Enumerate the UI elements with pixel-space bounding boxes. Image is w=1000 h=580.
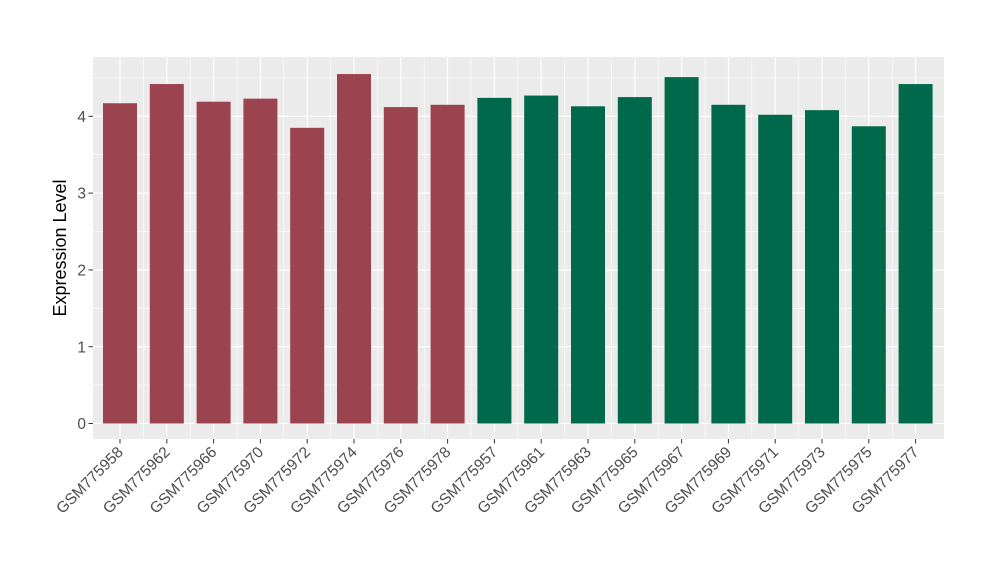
bar-GSM775970 (243, 98, 278, 424)
bar-GSM775974 (337, 74, 371, 424)
bar-GSM775977 (898, 84, 933, 424)
bar-GSM775966 (196, 101, 231, 424)
bar-GSM775969 (711, 104, 746, 424)
bar-GSM775971 (758, 114, 793, 424)
bar-GSM775961 (524, 95, 559, 424)
bar-GSM775967 (664, 77, 699, 424)
y-tick-label-1: 1 (77, 339, 86, 356)
bar-GSM775973 (805, 110, 839, 424)
plot-panel (93, 57, 944, 439)
bar-GSM775978 (430, 104, 465, 424)
y-axis-title: Expression Level (50, 179, 70, 316)
y-tick-label-0: 0 (77, 416, 86, 433)
bar-GSM775965 (617, 97, 652, 424)
y-tick-label-4: 4 (77, 109, 86, 126)
bar-GSM775958 (103, 103, 137, 424)
y-tick-label-2: 2 (77, 262, 86, 279)
bar-GSM775976 (383, 107, 418, 424)
bar-GSM775962 (149, 84, 184, 424)
bar-GSM775972 (290, 127, 325, 424)
bar-GSM775975 (851, 126, 886, 424)
bar-GSM775963 (571, 106, 605, 424)
y-tick-label-3: 3 (77, 186, 86, 203)
bar-GSM775957 (477, 97, 512, 424)
